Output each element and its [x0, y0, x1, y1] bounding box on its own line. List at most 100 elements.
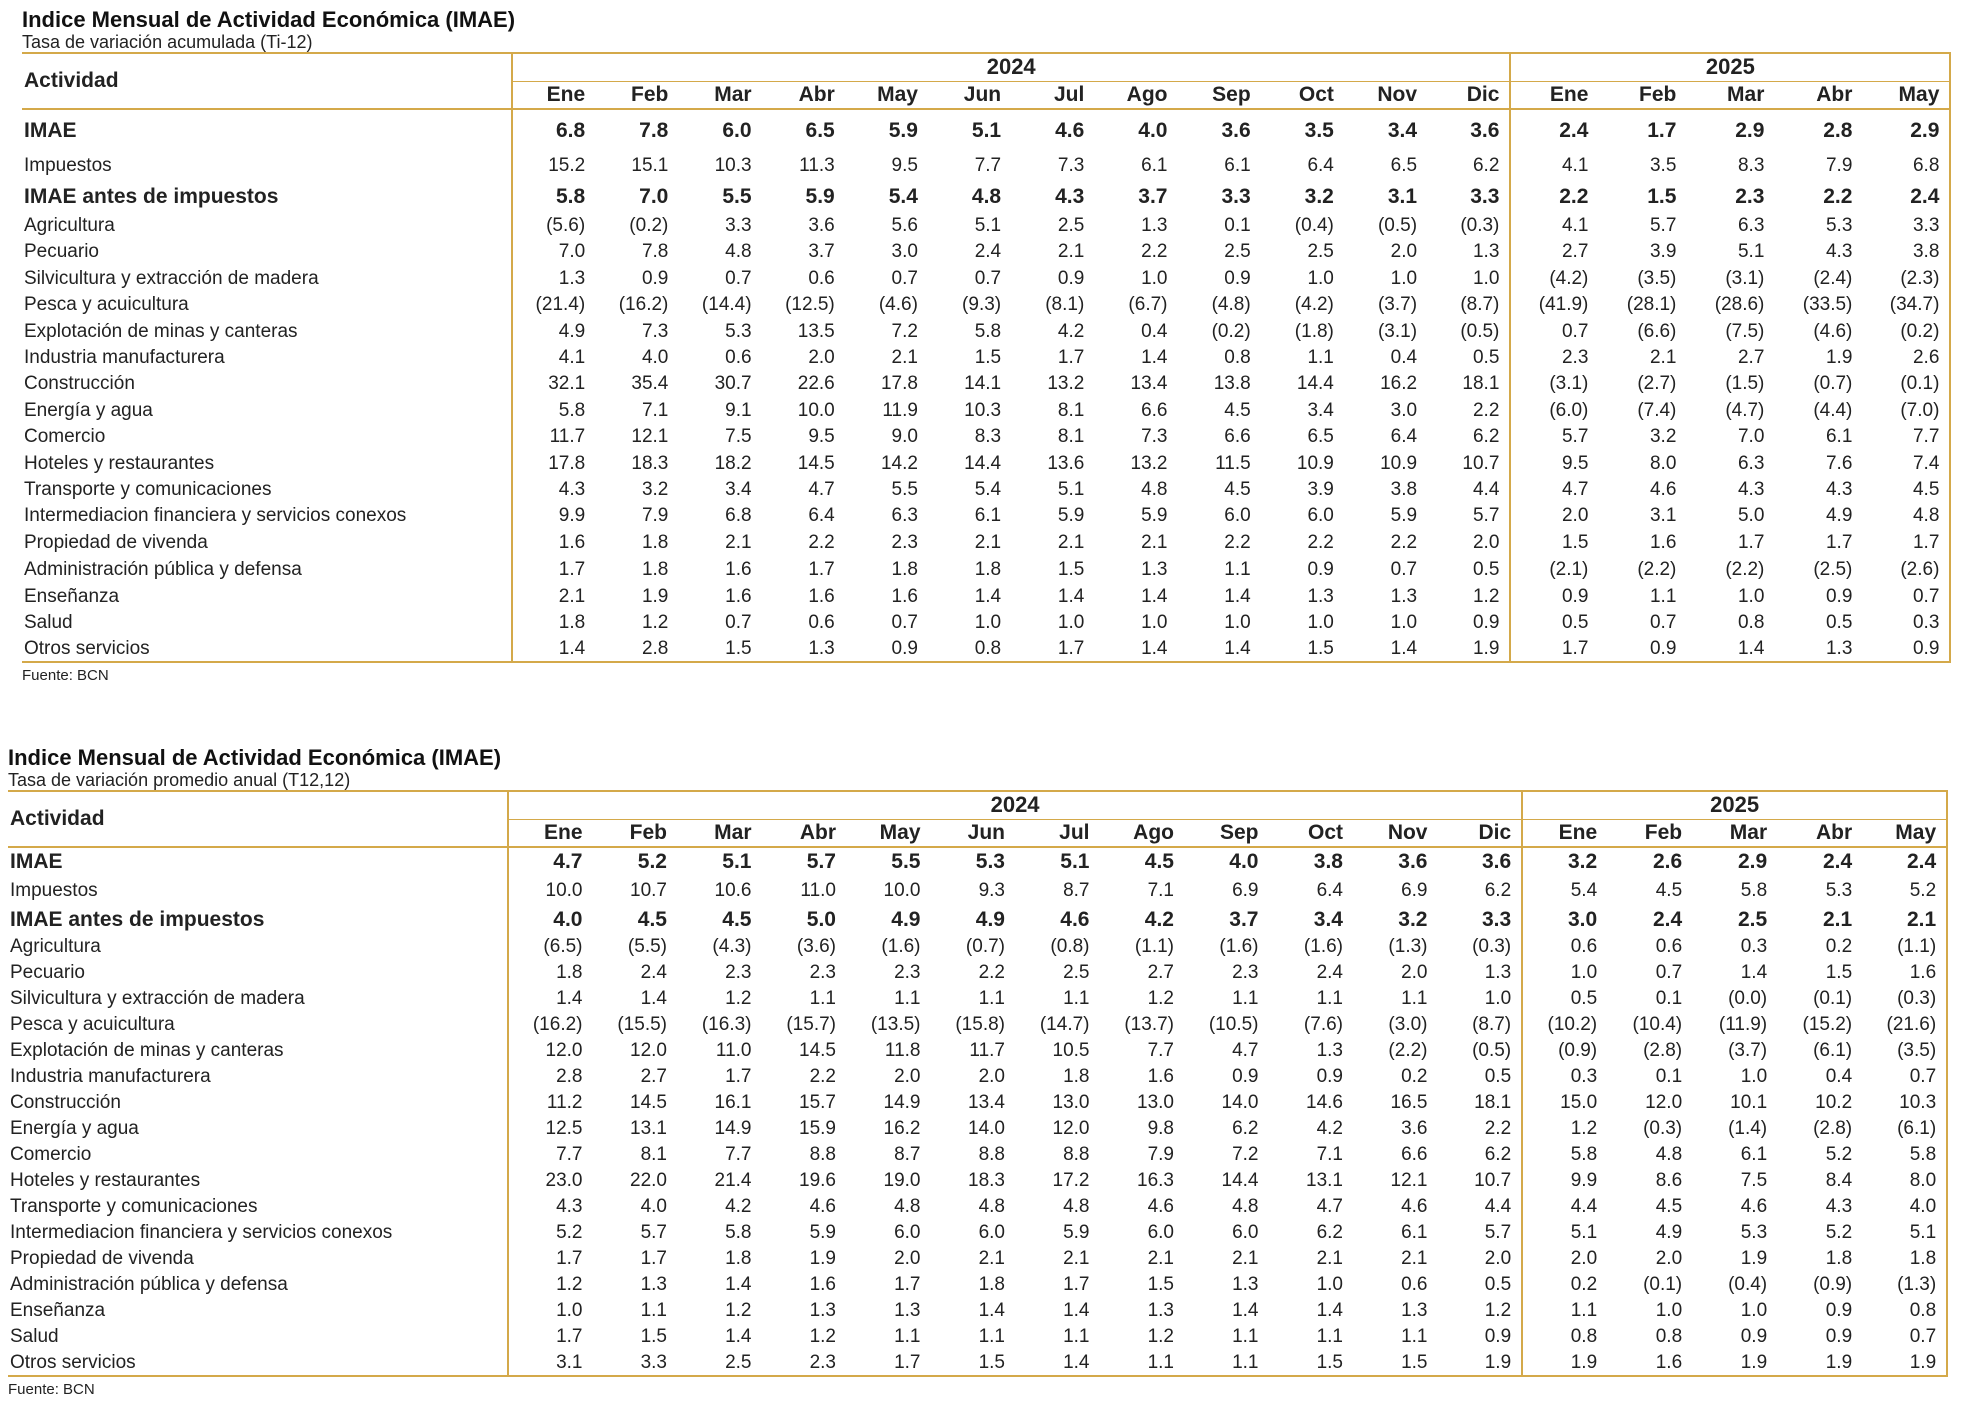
table-cell: 6.6	[1224, 426, 1251, 447]
table-cell: 1.3	[1390, 586, 1418, 607]
table-cell: 2.2	[1390, 531, 1418, 553]
table-cell: (15.8)	[955, 1014, 1005, 1035]
table-cell: (2.3)	[1862, 265, 1952, 292]
row-label: Hoteles y restaurantes	[10, 1170, 201, 1191]
table-cell: 1.2	[1521, 1116, 1608, 1142]
table-cell: 6.8	[510, 109, 596, 151]
table-cell: 0.6	[808, 267, 835, 289]
table-row: Pecuario 1.8 2.4 2.3 2.3 2.3 2.2 2.5 2.7 2.3 2.4 2.…	[8, 960, 1949, 986]
table-row: Intermediacion financiera y servicios co…	[8, 1220, 1949, 1246]
table-cell: 19.6	[799, 1170, 836, 1191]
table-cell: (1.6)	[1219, 936, 1259, 957]
table-cell: 2.2	[1141, 241, 1168, 262]
table-cell: 5.9	[1141, 505, 1168, 526]
table-cell: 1.4	[1316, 1300, 1343, 1321]
table-cell: 0.9	[1862, 636, 1952, 663]
table-cell: 18.1	[1462, 373, 1500, 394]
table-cell: 4.8	[1655, 1144, 1683, 1165]
table-cell: (0.2)	[629, 215, 669, 236]
table-cell: 7.2	[891, 320, 918, 342]
month-header: Nov	[1353, 819, 1438, 848]
table-cell: 3.3	[1470, 185, 1500, 208]
table-cell: 5.7	[1472, 505, 1500, 526]
table-cell: 1.4	[1015, 1350, 1100, 1377]
table-cell: 4.8	[1232, 1196, 1259, 1217]
month-header: Mar	[1686, 81, 1775, 110]
table-cell: 1.1	[1063, 988, 1090, 1009]
table-cell: 1.1	[1316, 988, 1343, 1009]
table-cell: 6.5	[805, 118, 835, 142]
table-cell: (6.1)	[1813, 1040, 1853, 1061]
table-cell: 2.2	[1509, 181, 1599, 213]
table-cell: 6.8	[725, 505, 752, 526]
table-cell: 10.2	[1815, 1092, 1853, 1113]
table-cell: 6.3	[891, 505, 918, 526]
table-cell: 1.9	[1825, 347, 1853, 368]
table-cell: 6.4	[808, 505, 835, 526]
table-cell: (8.1)	[1045, 294, 1085, 315]
table-cell: 8.3	[974, 426, 1002, 447]
table-cell: 0.9	[1307, 559, 1334, 580]
table-cell: 3.8	[1390, 479, 1418, 500]
table-cell: (2.8)	[1643, 1040, 1683, 1061]
table-cell: 1.5	[1353, 1350, 1438, 1377]
row-label: Energía y agua	[10, 1118, 139, 1139]
table-cell: 5.1	[971, 118, 1002, 142]
table-cell: 2.7	[640, 1066, 667, 1087]
table-cell: 1.6	[809, 1274, 836, 1295]
table-cell: 9.5	[808, 426, 835, 447]
table-cell: 11.7	[969, 1040, 1005, 1061]
table-cell: 15.7	[799, 1092, 836, 1113]
table-cell: 1.9	[809, 1248, 836, 1269]
table-cell: (4.7)	[1725, 399, 1765, 421]
month-header: Jul	[1011, 81, 1095, 110]
table-cell: 4.5	[1144, 850, 1174, 873]
table-cell: 3.3	[592, 1350, 677, 1377]
table-cell: 2.4	[1509, 109, 1599, 151]
table-cell: 32.1	[510, 371, 596, 397]
table-cell: 1.3	[809, 1300, 836, 1321]
table-cell: (0.4)	[1728, 1274, 1768, 1295]
row-label: Pesca y acuicultura	[24, 294, 189, 315]
table-cell: (2.2)	[1637, 559, 1677, 580]
row-label: Pesca y acuicultura	[10, 1014, 175, 1035]
table-cell: 1.7	[640, 1248, 667, 1269]
month-header: Abr	[1777, 819, 1863, 848]
table-cell: (1.1)	[1862, 934, 1949, 960]
table-cell: 8.1	[1057, 399, 1085, 421]
table-cell: 1.3	[1472, 241, 1500, 262]
table-cell: 0.9	[1224, 267, 1251, 289]
table-cell: 5.5	[891, 850, 921, 873]
table-cell: 5.4	[1521, 876, 1608, 905]
table-cell: (41.9)	[1509, 292, 1599, 318]
table-cell: (6.7)	[1128, 294, 1168, 315]
table-cell: 12.5	[507, 1116, 593, 1142]
table-cell: 2.2	[1307, 531, 1334, 553]
table-cell: 10.1	[1730, 1092, 1768, 1113]
table-cell: 1.1	[1232, 988, 1259, 1009]
table-cell: (15.2)	[1802, 1014, 1853, 1035]
table-cell: 1.9	[1437, 1350, 1523, 1377]
table-cell: 10.3	[1862, 1090, 1949, 1116]
table-cell: 1.2	[507, 1272, 593, 1298]
table-cell: 2.1	[1057, 241, 1085, 262]
table-cell: 1.4	[640, 988, 667, 1009]
table-cell: (2.6)	[1862, 556, 1952, 584]
table-cell: 7.2	[1232, 1144, 1259, 1165]
table-cell: 5.1	[722, 850, 752, 873]
table-cell: 3.2	[1649, 426, 1677, 447]
month-header: Mar	[678, 81, 762, 110]
table-cell: 1.4	[1063, 1300, 1090, 1321]
table-cell: 4.3	[1825, 241, 1853, 262]
table-cell: 1.8	[641, 531, 669, 553]
table-cell: (0.9)	[1521, 1038, 1608, 1064]
table-cell: 1.4	[1232, 1300, 1259, 1321]
table-cell: (0.1)	[1813, 988, 1853, 1009]
table-cell: (0.3)	[1643, 1118, 1683, 1139]
table-cell: 5.8	[725, 1222, 752, 1243]
table-cell: 1.4	[1224, 586, 1251, 607]
table-cell: 13.2	[1130, 452, 1168, 474]
table-cell: 7.1	[641, 399, 669, 421]
table-cell: 0.7	[1862, 1324, 1949, 1350]
table-cell: 18.3	[968, 1170, 1005, 1191]
